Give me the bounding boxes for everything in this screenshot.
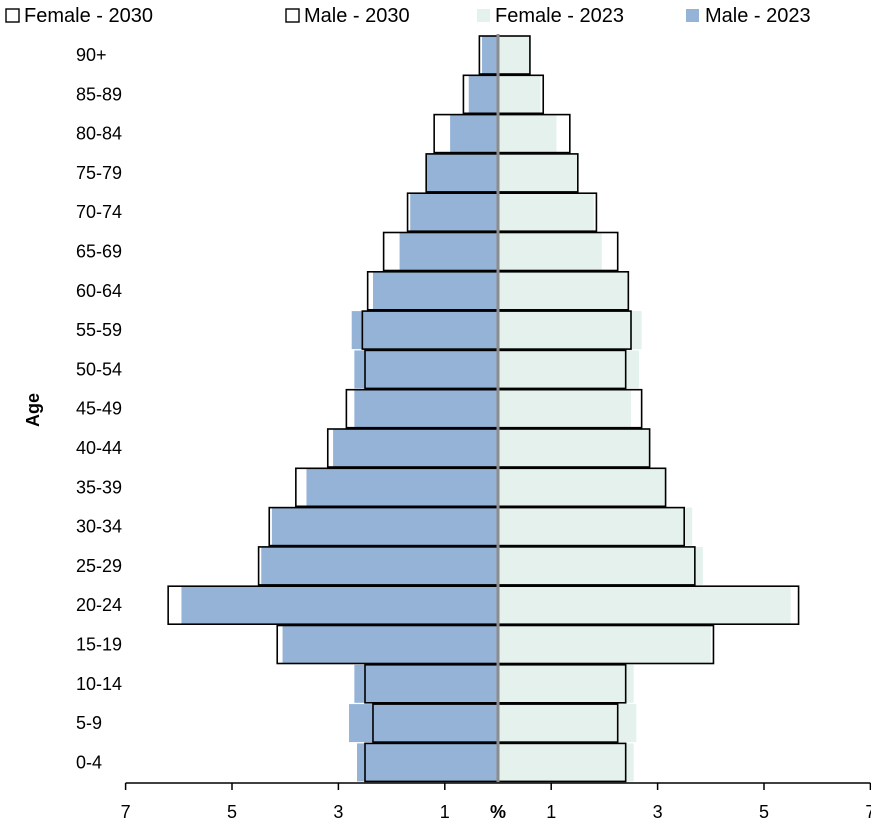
bar-male-2023-80-84 bbox=[450, 114, 498, 153]
legend-label-female-2030: Female - 2030 bbox=[24, 5, 153, 27]
bar-female-2023-55-59 bbox=[498, 311, 642, 350]
bars-2023-group bbox=[181, 36, 791, 782]
y-tick-label-25-29: 25-29 bbox=[76, 556, 122, 576]
bar-male-2023-10-14 bbox=[354, 664, 498, 703]
y-axis-title: Age bbox=[23, 393, 43, 427]
bar-female-2023-70-74 bbox=[498, 193, 594, 232]
bar-male-2023-0-4 bbox=[357, 743, 498, 782]
y-tick-label-15-19: 15-19 bbox=[76, 635, 122, 655]
y-tick-label-85-89: 85-89 bbox=[76, 84, 122, 104]
bar-male-2023-75-79 bbox=[426, 153, 498, 192]
y-tick-label-45-49: 45-49 bbox=[76, 399, 122, 419]
y-tick-label-50-54: 50-54 bbox=[76, 359, 122, 379]
bar-male-2023-20-24 bbox=[181, 586, 498, 625]
bar-female-2023-35-39 bbox=[498, 468, 666, 507]
bar-male-2023-65-69 bbox=[399, 232, 498, 271]
x-tick-label: 3 bbox=[653, 802, 663, 822]
legend-swatch-male-2023 bbox=[686, 9, 699, 22]
y-tick-label-0-4: 0-4 bbox=[76, 752, 102, 772]
y-tick-label-80-84: 80-84 bbox=[76, 124, 122, 144]
x-tick-label: 5 bbox=[227, 802, 237, 822]
bar-female-2023-10-14 bbox=[498, 664, 634, 703]
bar-female-2023-50-54 bbox=[498, 350, 639, 389]
bar-male-2023-70-74 bbox=[410, 193, 498, 232]
x-tick-label: 7 bbox=[121, 802, 131, 822]
bar-male-2023-55-59 bbox=[351, 311, 498, 350]
axes-group bbox=[124, 34, 871, 790]
y-tick-label-10-14: 10-14 bbox=[76, 674, 122, 694]
bar-male-2023-60-64 bbox=[372, 271, 498, 310]
y-tick-label-60-64: 60-64 bbox=[76, 281, 122, 301]
bar-female-2023-85-89 bbox=[498, 75, 541, 114]
x-tick-label: 1 bbox=[440, 802, 450, 822]
bar-female-2023-20-24 bbox=[498, 586, 791, 625]
y-tick-label-55-59: 55-59 bbox=[76, 320, 122, 340]
bar-male-2023-5-9 bbox=[349, 704, 498, 743]
y-tick-label-40-44: 40-44 bbox=[76, 438, 122, 458]
bar-male-2023-30-34 bbox=[271, 507, 498, 546]
bar-male-2023-35-39 bbox=[306, 468, 498, 507]
y-tick-label-30-34: 30-34 bbox=[76, 517, 122, 537]
bar-female-2023-65-69 bbox=[498, 232, 602, 271]
legend-swatch-female-2030 bbox=[5, 8, 20, 23]
x-tick-label: 3 bbox=[333, 802, 343, 822]
legend-label-female-2023: Female - 2023 bbox=[495, 5, 624, 27]
bar-female-2023-45-49 bbox=[498, 389, 631, 428]
bar-male-2023-45-49 bbox=[354, 389, 498, 428]
bar-female-2023-60-64 bbox=[498, 271, 629, 310]
y-tick-label-5-9: 5-9 bbox=[76, 713, 102, 733]
bar-female-2023-75-79 bbox=[498, 153, 578, 192]
legend-swatch-female-2023 bbox=[477, 9, 490, 22]
bar-male-2023-85-89 bbox=[468, 75, 498, 114]
bar-male-2023-15-19 bbox=[282, 625, 498, 664]
legend-label-male-2030: Male - 2030 bbox=[304, 5, 410, 27]
bar-male-2023-25-29 bbox=[261, 546, 498, 585]
legend-swatch-male-2030 bbox=[285, 8, 300, 23]
bar-male-2023-40-44 bbox=[333, 429, 498, 467]
legend: Female - 2030 Male - 2030 Female - 2023 Mal… bbox=[5, 5, 811, 27]
x-tick-label: 7 bbox=[865, 802, 871, 822]
y-tick-label-90: 90+ bbox=[76, 45, 107, 65]
x-axis-title: % bbox=[490, 802, 506, 822]
labels-group: 7 5 3 1 1 3 5 7% 0-4 5-9 10-14 15-19 20-24 25-29 30-34… bbox=[23, 45, 871, 822]
bar-female-2023-80-84 bbox=[498, 114, 557, 153]
bar-female-2023-5-9 bbox=[498, 704, 637, 743]
legend-label-male-2023: Male - 2023 bbox=[705, 5, 811, 27]
bar-female-2023-90 bbox=[498, 36, 530, 74]
bar-female-2023-30-34 bbox=[498, 507, 693, 546]
x-tick-label: 5 bbox=[759, 802, 769, 822]
bar-male-2023-50-54 bbox=[354, 350, 498, 389]
x-tick-label: 1 bbox=[546, 802, 556, 822]
y-tick-label-70-74: 70-74 bbox=[76, 202, 122, 222]
bar-female-2023-15-19 bbox=[498, 625, 711, 664]
y-tick-label-65-69: 65-69 bbox=[76, 242, 122, 262]
y-tick-label-35-39: 35-39 bbox=[76, 477, 122, 497]
y-tick-label-75-79: 75-79 bbox=[76, 163, 122, 183]
y-tick-label-20-24: 20-24 bbox=[76, 595, 122, 615]
bar-male-2023-90 bbox=[482, 36, 498, 74]
bar-female-2023-0-4 bbox=[498, 743, 634, 782]
bar-female-2023-25-29 bbox=[498, 546, 703, 585]
bar-female-2023-40-44 bbox=[498, 429, 650, 467]
